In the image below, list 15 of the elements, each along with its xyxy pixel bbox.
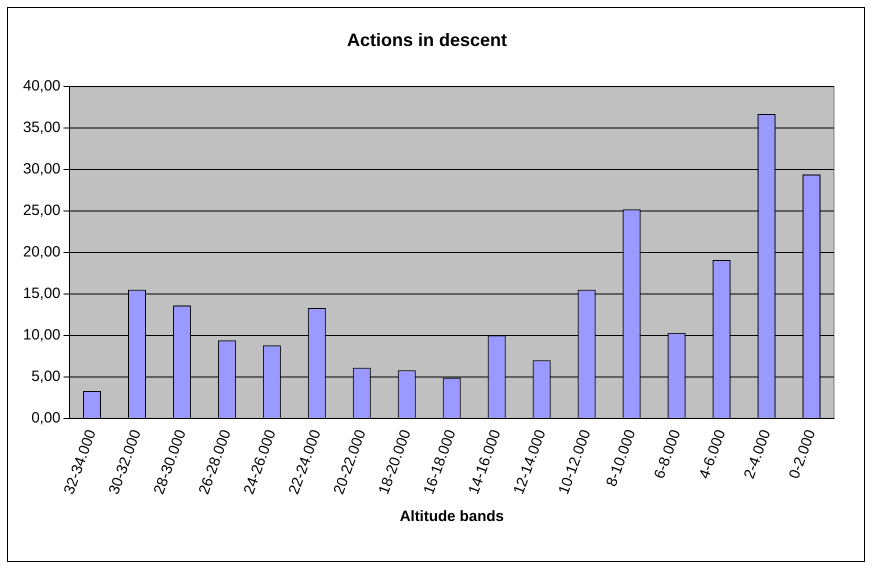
x-tick-label: 4-6.000	[696, 427, 730, 481]
chart-title: Actions in descent	[346, 30, 508, 50]
x-axis-title: Altitude bands	[400, 508, 504, 526]
y-tick-label: 15,00	[22, 285, 61, 302]
y-tick-label: 30,00	[22, 160, 61, 178]
y-tick-label: 5,00	[31, 368, 61, 386]
y-tick-label: 20,00	[22, 244, 61, 261]
x-tick-label: 6-8.000	[650, 427, 684, 481]
y-tick-label: 40,00	[22, 78, 61, 95]
y-tick-label: 25,00	[22, 202, 61, 220]
x-tick-label: 2-4.000	[740, 427, 774, 481]
x-tick-label: 0-2.000	[786, 427, 820, 481]
y-tick-label: 35,00	[22, 119, 61, 136]
y-tick-label: 10,00	[22, 326, 61, 344]
y-tick-label: 0,00	[31, 410, 61, 426]
